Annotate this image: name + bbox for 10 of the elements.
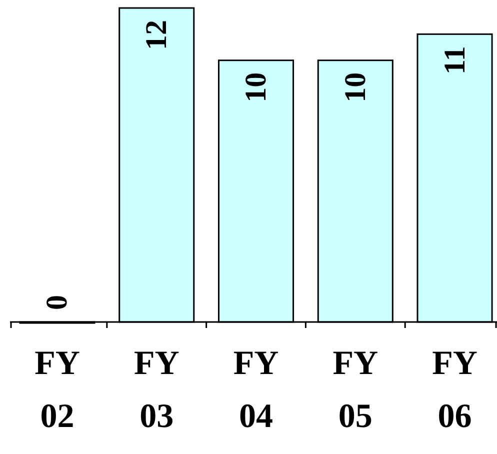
x-tick-label: FY 04 <box>233 345 279 435</box>
data-label: 10 <box>338 72 372 102</box>
data-label: 12 <box>140 20 174 50</box>
data-label: 11 <box>438 46 472 75</box>
x-tick-label: FY 05 <box>332 345 378 435</box>
data-label: 0 <box>40 295 74 310</box>
x-tick-label: FY 03 <box>134 345 180 435</box>
x-tick-label: FY 02 <box>34 345 80 435</box>
x-tick-label: FY 06 <box>432 345 478 435</box>
data-label: 10 <box>240 72 272 102</box>
